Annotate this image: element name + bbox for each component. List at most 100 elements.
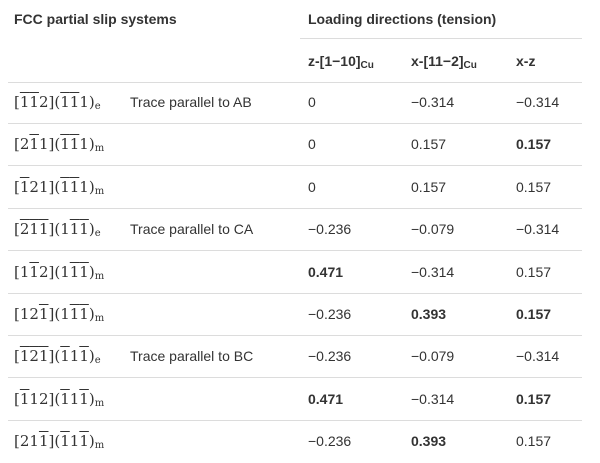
- slip-system-4-glyph: ): [88, 262, 95, 281]
- value-cell-6-0: −0.236: [308, 348, 352, 365]
- slip-system-5-glyph: 1: [79, 305, 89, 323]
- slip-system-3-glyph: ): [88, 220, 95, 239]
- slip-system-4-glyph: 1: [79, 262, 89, 281]
- slip-system-3-glyph: 1: [38, 220, 49, 239]
- value-cell-0-0: 0: [308, 94, 316, 110]
- slip-system-8-glyph: 1: [38, 432, 49, 451]
- slip-system-3-glyph: 1: [79, 220, 89, 239]
- slip-system-5-glyph: 1: [69, 305, 80, 323]
- value-cell-5-0: −0.236: [308, 306, 352, 322]
- slip-system-1: [211](111)m: [14, 135, 104, 154]
- slip-system-5-glyph: 1: [38, 305, 49, 323]
- trace-label-6: Trace parallel to BC: [130, 348, 254, 365]
- slip-system-3-glyph: 2: [19, 220, 30, 239]
- slip-system-6-glyph: 1: [19, 347, 30, 366]
- slip-system-6-glyph: 1: [69, 347, 80, 366]
- slip-system-8-glyph: 1: [69, 432, 80, 451]
- value-cell-2-2: 0.157: [516, 178, 552, 195]
- value-cell-1-2: 0.157: [516, 136, 552, 153]
- load-header-2: x-z: [516, 53, 535, 69]
- slip-system-8-glyph: [21: [14, 432, 39, 451]
- row-divider: [8, 123, 582, 124]
- value-cell-1-1: 0.157: [411, 136, 447, 153]
- trace-label-3: Trace parallel to CA: [130, 221, 254, 238]
- load-header-0: z-[1−10]Cu: [308, 53, 374, 71]
- slip-system-6-glyph: 1: [60, 347, 70, 366]
- trace-label-0: Trace parallel to AB: [130, 94, 252, 110]
- slip-system-6-glyph: 2: [29, 347, 39, 366]
- slip-system-0-glyph: 2: [38, 93, 49, 111]
- slip-system-6-type: e: [94, 355, 101, 367]
- slip-system-2-glyph: [: [14, 177, 20, 196]
- slip-system-4-glyph: [1: [14, 262, 30, 281]
- slip-system-0-glyph: 1: [29, 93, 39, 111]
- value-cell-2-0: 0: [308, 178, 316, 195]
- slip-system-4: [112](111)m: [14, 262, 105, 282]
- load-header-1-sub: Cu: [463, 60, 477, 71]
- slip-system-2-type: m: [94, 185, 105, 197]
- slip-system-2-glyph: 1: [69, 177, 80, 196]
- row-divider: [8, 420, 582, 421]
- value-cell-4-0: 0.471: [308, 263, 344, 280]
- slip-system-7-glyph: [: [14, 389, 20, 408]
- slip-system-2: [121](111)m: [14, 177, 105, 197]
- row-divider: [8, 293, 582, 294]
- row-divider: [8, 377, 582, 378]
- slip-system-1-glyph: [2: [14, 135, 30, 154]
- slip-system-5-type: m: [94, 313, 105, 324]
- slip-system-8-type: m: [94, 440, 105, 452]
- header-divider-full: [8, 82, 582, 83]
- slip-system-7-glyph: 1: [79, 389, 89, 408]
- slip-system-4-type: m: [94, 270, 105, 282]
- slip-system-6-glyph: 1: [79, 347, 89, 366]
- slip-system-5-glyph: [12: [14, 305, 39, 323]
- slip-system-1-glyph: 1](: [38, 135, 61, 154]
- slip-system-8-glyph: 1: [79, 432, 89, 451]
- slip-system-0-glyph: 1: [69, 93, 80, 111]
- slip-system-6-glyph: 1: [38, 347, 49, 366]
- slip-system-2-glyph: 1: [60, 177, 70, 196]
- slip-system-7-glyph: 1: [60, 389, 70, 408]
- slip-system-3-type: e: [94, 228, 101, 240]
- value-cell-6-2: −0.314: [516, 348, 560, 365]
- value-cell-5-1: 0.393: [411, 306, 447, 322]
- row-divider: [8, 335, 582, 336]
- value-cell-3-0: −0.236: [308, 221, 352, 238]
- value-cell-5-2: 0.157: [516, 306, 552, 322]
- slip-system-1-glyph: ): [88, 135, 95, 154]
- slip-system-1-glyph: 1: [29, 135, 39, 154]
- slip-system-6-glyph: ): [88, 347, 95, 366]
- slip-system-3-glyph: ](1: [48, 220, 70, 239]
- slip-system-0-glyph: ): [88, 93, 95, 111]
- slip-system-8: [211](111)m: [14, 432, 105, 452]
- slip-system-1-glyph: 1: [79, 135, 89, 154]
- value-cell-3-2: −0.314: [516, 221, 560, 238]
- slip-system-4-glyph: 1: [29, 262, 39, 281]
- value-cell-4-1: −0.314: [411, 263, 455, 280]
- slip-system-5-glyph: ](1: [48, 305, 70, 323]
- slip-system-1-glyph: 1: [60, 135, 70, 154]
- value-cell-8-0: −0.236: [308, 433, 352, 450]
- slip-system-8-glyph: ): [88, 432, 95, 451]
- slip-system-0-type: e: [94, 101, 101, 112]
- slip-system-2-glyph: 21](: [29, 177, 61, 196]
- slip-system-8-glyph: ](: [48, 432, 61, 451]
- value-cell-8-1: 0.393: [411, 433, 447, 450]
- slip-system-0-glyph: 1: [79, 93, 89, 111]
- row-divider: [8, 250, 582, 251]
- value-cell-6-1: −0.079: [411, 348, 455, 365]
- slip-system-7: [112](111)m: [14, 389, 105, 409]
- slip-system-7-glyph: 12](: [29, 389, 61, 408]
- load-header-0-sub: Cu: [360, 60, 374, 71]
- load-header-2-main: x-z: [516, 53, 536, 69]
- slip-system-6-glyph: ](: [48, 347, 61, 366]
- slip-system-7-type: m: [94, 397, 105, 409]
- slip-system-2-glyph: 1: [79, 177, 89, 196]
- value-cell-0-2: −0.314: [516, 94, 560, 110]
- slip-system-2-glyph: 1: [19, 177, 30, 196]
- slip-system-5-glyph: ): [88, 305, 95, 323]
- load-header-0-main: z-[1−10]: [308, 53, 361, 69]
- value-cell-4-2: 0.157: [516, 263, 552, 280]
- slip-system-2-glyph: ): [88, 177, 95, 196]
- slip-system-1-glyph: 1: [69, 135, 80, 154]
